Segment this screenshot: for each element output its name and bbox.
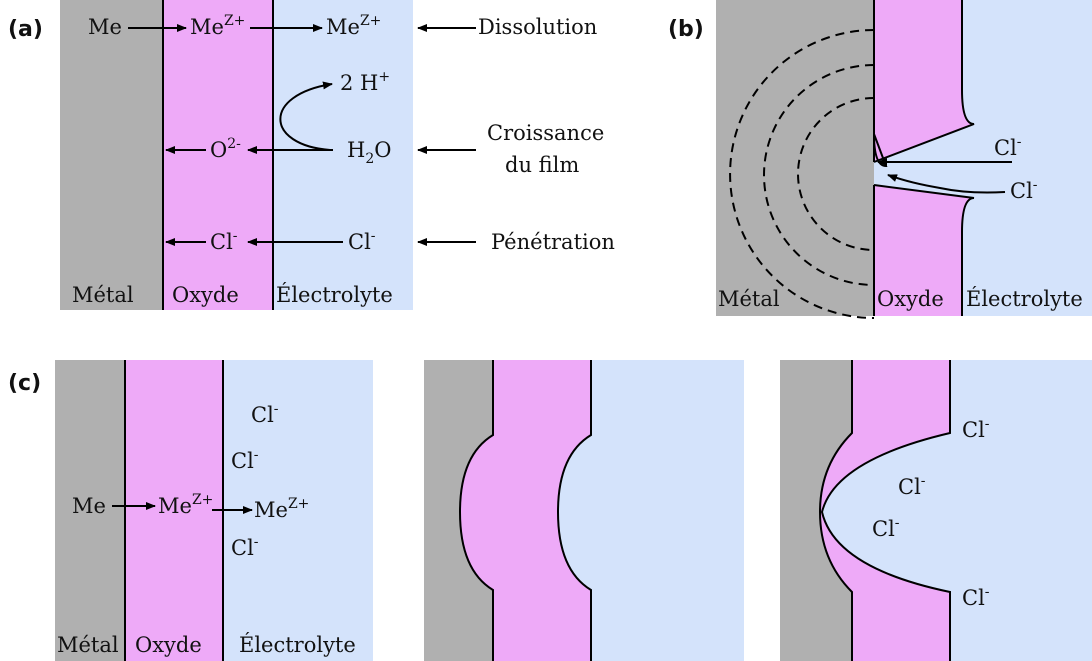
- dissolution-label: Dissolution: [478, 15, 597, 39]
- chloride-oxide-label: Cl-: [210, 228, 238, 254]
- chloride-label-1: Cl-: [251, 401, 279, 427]
- metal-region: [60, 0, 163, 310]
- chloride-label-4: Cl-: [962, 584, 990, 610]
- oxide-electrolyte-interface: [820, 360, 951, 661]
- me-ion-electrolyte-label: MeZ+: [326, 13, 381, 39]
- me-ion-oxide-label: MeZ+: [158, 492, 213, 518]
- diffusion-arc-middle: [763, 64, 875, 286]
- oxide-electrolyte-interface: [873, 0, 975, 316]
- oxide-region: [874, 0, 974, 316]
- h-plus-label: 2 H+: [340, 69, 390, 95]
- chloride-label-2: Cl-: [1010, 177, 1038, 203]
- chloride-label-3: Cl-: [872, 515, 900, 541]
- metal-oxide-interface: [818, 360, 853, 661]
- panel-b: (b) Cl- Cl- Métal Oxyde Électrolyte: [668, 0, 1092, 319]
- growth-label-1: Croissance: [487, 121, 604, 145]
- panel-c-tag: (c): [8, 371, 41, 396]
- electrolyte-label: Électrolyte: [239, 633, 356, 657]
- metal-region: [780, 360, 852, 661]
- metal-label: Métal: [57, 633, 119, 657]
- chloride-label-1: Cl-: [962, 416, 990, 442]
- metal-label: Métal: [72, 283, 134, 307]
- chloride-label-2: Cl-: [898, 473, 926, 499]
- me-ion-electrolyte-label: MeZ+: [254, 496, 309, 522]
- electrolyte-label: Électrolyte: [276, 283, 393, 307]
- metal-oxide-interface: [458, 360, 494, 661]
- chloride-arrow-2: [887, 174, 1006, 194]
- panel-b-tag: (b): [668, 17, 704, 42]
- metal-region: [424, 360, 493, 661]
- oxide-region: [163, 0, 273, 310]
- me-atom-label: Me: [72, 494, 106, 518]
- water-label: H2O: [347, 138, 391, 167]
- diffusion-arc-inner: [797, 97, 875, 251]
- diffusion-arc-outer: [729, 29, 875, 319]
- chloride-label-1: Cl-: [994, 134, 1022, 160]
- panel-c-stage-2: [424, 360, 744, 661]
- panel-c-stage-1: Cl- Cl- Cl- Me MeZ+ MeZ+ Métal Oxyde Éle…: [55, 360, 373, 661]
- electrolyte-label: Électrolyte: [966, 287, 1083, 311]
- panel-a: (a) Métal Oxyde Électrolyte Me MeZ+ MeZ+…: [8, 0, 615, 310]
- chloride-label-3: Cl-: [231, 534, 259, 560]
- panel-c-stage-3: Cl- Cl- Cl- Cl-: [780, 360, 1092, 661]
- oxide-ion-label: O2-: [210, 136, 241, 162]
- me-atom-label: Me: [88, 15, 122, 39]
- oxide-label: Oxyde: [135, 633, 202, 657]
- metal-region: [716, 0, 874, 316]
- panel-c: (c) Cl- Cl- Cl- Me MeZ+ MeZ+ Métal Oxyde…: [8, 360, 1092, 661]
- electrolyte-region: [273, 0, 413, 310]
- growth-label-2: du film: [505, 153, 579, 177]
- oxide-label: Oxyde: [172, 283, 239, 307]
- penetration-label: Pénétration: [491, 230, 615, 254]
- metal-label: Métal: [718, 287, 780, 311]
- oxide-electrolyte-interface: [556, 360, 592, 661]
- water-split-arrow: [279, 81, 333, 151]
- chloride-label-2: Cl-: [231, 447, 259, 473]
- metal-region: [55, 360, 125, 661]
- chloride-electrolyte-label: Cl-: [348, 228, 376, 254]
- oxide-region: [820, 360, 950, 661]
- me-ion-oxide-label: MeZ+: [190, 13, 245, 39]
- panel-a-tag: (a): [8, 17, 43, 42]
- oxide-label: Oxyde: [877, 287, 944, 311]
- oxide-region: [125, 360, 223, 661]
